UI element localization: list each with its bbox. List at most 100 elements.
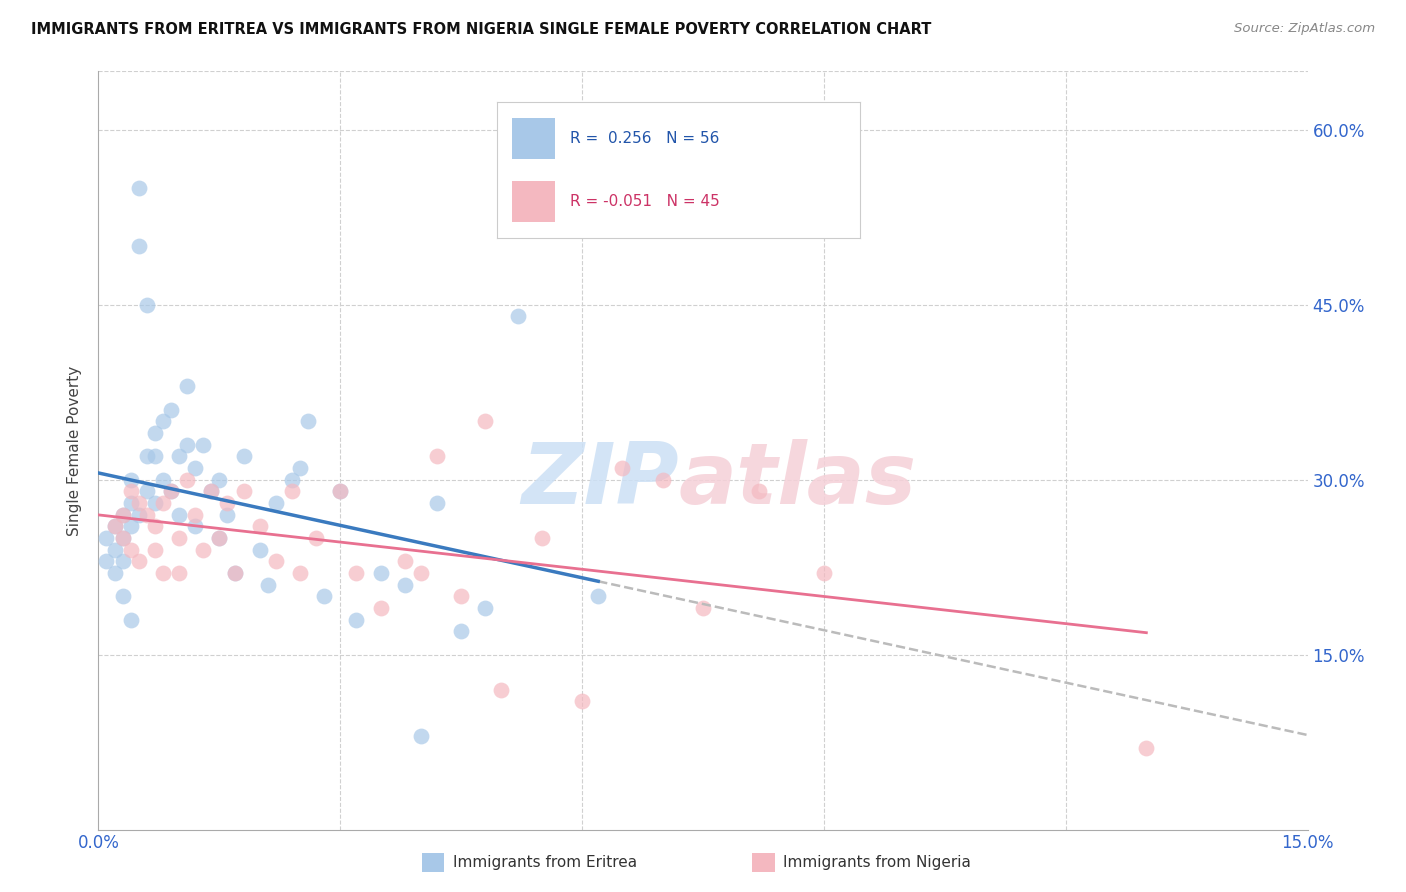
Point xyxy=(167,508,190,522)
Point xyxy=(208,531,231,545)
Point xyxy=(152,496,174,510)
Point xyxy=(135,298,157,312)
Point xyxy=(143,542,166,557)
Text: ZIP: ZIP xyxy=(522,439,679,523)
Point xyxy=(506,310,529,324)
Point xyxy=(450,589,472,603)
Point xyxy=(111,508,134,522)
Text: Source: ZipAtlas.com: Source: ZipAtlas.com xyxy=(1234,22,1375,36)
Point xyxy=(208,473,231,487)
Point xyxy=(135,450,157,464)
Point xyxy=(111,589,134,603)
Point xyxy=(329,484,352,499)
Point xyxy=(813,566,835,580)
Point xyxy=(128,496,150,510)
Point xyxy=(344,613,367,627)
Point xyxy=(120,519,142,533)
Point xyxy=(426,450,449,464)
Point xyxy=(264,554,287,568)
Point xyxy=(152,566,174,580)
Point xyxy=(143,519,166,533)
Point xyxy=(128,508,150,522)
Point xyxy=(111,508,134,522)
Point xyxy=(176,473,198,487)
Point xyxy=(224,566,246,580)
Text: Immigrants from Nigeria: Immigrants from Nigeria xyxy=(783,855,972,870)
Point xyxy=(288,566,311,580)
Y-axis label: Single Female Poverty: Single Female Poverty xyxy=(67,366,83,535)
Point xyxy=(297,414,319,428)
Point xyxy=(111,531,134,545)
Point xyxy=(651,473,673,487)
Text: IMMIGRANTS FROM ERITREA VS IMMIGRANTS FROM NIGERIA SINGLE FEMALE POVERTY CORRELA: IMMIGRANTS FROM ERITREA VS IMMIGRANTS FR… xyxy=(31,22,931,37)
Text: atlas: atlas xyxy=(679,439,917,523)
Point xyxy=(200,484,222,499)
Point xyxy=(571,694,593,708)
Point xyxy=(120,613,142,627)
Point xyxy=(111,531,134,545)
Point xyxy=(143,496,166,510)
Point xyxy=(256,577,278,591)
Point xyxy=(160,402,183,417)
Point xyxy=(530,531,553,545)
Point xyxy=(748,484,770,499)
Point xyxy=(167,531,190,545)
Point xyxy=(176,437,198,451)
Point xyxy=(143,450,166,464)
Point xyxy=(232,484,254,499)
Text: Immigrants from Eritrea: Immigrants from Eritrea xyxy=(453,855,637,870)
Point xyxy=(120,496,142,510)
Point xyxy=(128,181,150,195)
Point xyxy=(193,542,215,557)
Point xyxy=(474,414,496,428)
Point xyxy=(96,554,118,568)
Point xyxy=(281,484,304,499)
Point xyxy=(103,542,125,557)
Point xyxy=(305,531,328,545)
Point xyxy=(152,414,174,428)
Point xyxy=(167,566,190,580)
Point xyxy=(143,425,166,440)
Point xyxy=(288,461,311,475)
Point xyxy=(232,450,254,464)
Point xyxy=(128,554,150,568)
Point xyxy=(184,519,207,533)
Point xyxy=(184,461,207,475)
Point xyxy=(103,519,125,533)
Point xyxy=(152,473,174,487)
Point xyxy=(344,566,367,580)
Point xyxy=(200,484,222,499)
Point xyxy=(120,484,142,499)
Point xyxy=(692,601,714,615)
Point xyxy=(249,519,271,533)
Point xyxy=(491,682,513,697)
Point xyxy=(135,484,157,499)
Point xyxy=(193,437,215,451)
Point xyxy=(426,496,449,510)
Point xyxy=(612,461,634,475)
Point xyxy=(208,531,231,545)
Point xyxy=(96,531,118,545)
Point xyxy=(184,508,207,522)
Point xyxy=(409,729,432,743)
Point xyxy=(474,601,496,615)
Point xyxy=(329,484,352,499)
Point xyxy=(249,542,271,557)
Point xyxy=(128,239,150,253)
Point xyxy=(103,566,125,580)
Point xyxy=(135,508,157,522)
Point xyxy=(450,624,472,639)
Point xyxy=(1135,740,1157,755)
Point xyxy=(370,601,392,615)
Point xyxy=(586,589,609,603)
Point xyxy=(176,379,198,393)
Point xyxy=(264,496,287,510)
Point xyxy=(224,566,246,580)
Point xyxy=(217,508,239,522)
Point xyxy=(394,554,416,568)
Point xyxy=(217,496,239,510)
Point xyxy=(160,484,183,499)
Point xyxy=(120,473,142,487)
Point xyxy=(120,542,142,557)
Point xyxy=(281,473,304,487)
